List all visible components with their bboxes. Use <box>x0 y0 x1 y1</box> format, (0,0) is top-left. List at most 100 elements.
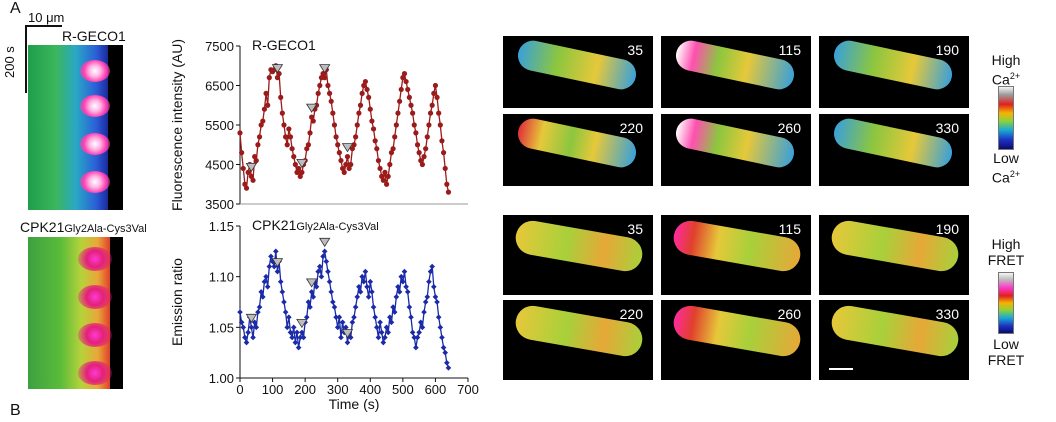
data-point <box>284 324 291 331</box>
data-point <box>346 165 352 172</box>
time-label: 35 <box>627 221 643 237</box>
data-point <box>286 314 292 320</box>
data-point <box>391 309 398 315</box>
data-point <box>359 90 365 96</box>
data-point <box>357 289 364 295</box>
data-point <box>367 278 374 285</box>
panel-scale-bar <box>829 368 853 370</box>
data-point <box>330 299 336 305</box>
x-tick-label: 300 <box>327 382 349 397</box>
data-point <box>411 122 417 128</box>
data-point <box>359 273 365 280</box>
data-point <box>343 161 349 168</box>
legend-fret-low-sub: FRET <box>987 352 1025 368</box>
data-point <box>364 86 370 93</box>
panel-label-b: B <box>10 402 21 419</box>
data-point <box>310 294 317 300</box>
kymograph-cpk-spot-4 <box>78 361 112 385</box>
data-point <box>422 299 429 305</box>
data-point <box>274 268 281 275</box>
data-point <box>352 304 359 310</box>
kymograph-title-cpk-sub: Gly2Ala-Cys3Val <box>64 223 147 235</box>
data-point <box>421 309 427 315</box>
data-point <box>401 268 408 275</box>
data-point <box>369 289 375 295</box>
image-panel-fret-260: 260 <box>661 300 811 380</box>
data-point <box>390 146 396 152</box>
data-point <box>240 165 246 172</box>
data-point <box>437 324 444 331</box>
cell-shape <box>515 37 639 93</box>
data-point <box>380 177 386 183</box>
data-point <box>287 134 294 140</box>
data-point <box>339 319 346 326</box>
data-point <box>250 177 256 183</box>
data-point <box>378 329 385 336</box>
data-point <box>256 134 263 140</box>
data-point <box>414 334 421 341</box>
data-point <box>294 169 300 175</box>
legend-ca-low: Low Ca2+ <box>986 150 1026 186</box>
data-point <box>398 273 405 280</box>
x-tick-label: 500 <box>392 382 414 397</box>
data-point <box>354 122 360 128</box>
chart-cpk: 0 100 200 300 400 500 600 700 Time (s) 1.00 1.05 1.… <box>169 217 479 412</box>
data-point <box>366 94 372 100</box>
data-point <box>419 324 426 331</box>
data-point <box>416 150 422 156</box>
data-point <box>321 248 328 255</box>
data-point <box>328 98 334 104</box>
data-point <box>426 122 432 128</box>
data-point <box>326 278 333 285</box>
legend-fret-low-text: Low <box>993 336 1019 352</box>
data-point <box>383 324 390 331</box>
data-point <box>263 90 269 96</box>
data-point <box>289 146 295 152</box>
data-point <box>304 146 310 152</box>
data-point <box>336 314 343 320</box>
data-point <box>292 161 298 168</box>
data-point <box>434 299 440 305</box>
data-point <box>419 161 425 168</box>
data-point <box>295 344 302 351</box>
data-point <box>351 314 357 320</box>
data-point <box>320 253 326 260</box>
data-point <box>248 173 254 179</box>
y-tick-label: 1.15 <box>209 219 234 234</box>
data-point <box>315 90 321 96</box>
data-point <box>258 122 264 128</box>
data-point <box>390 304 396 310</box>
data-point <box>377 165 383 172</box>
x-axis-label: Time (s) <box>329 396 380 412</box>
data-point <box>372 138 378 144</box>
time-label: 330 <box>935 120 959 136</box>
data-point <box>328 289 334 295</box>
data-point <box>414 142 421 148</box>
data-point <box>385 329 391 336</box>
data-point <box>307 304 313 310</box>
data-point <box>442 349 448 356</box>
data-point <box>266 263 273 270</box>
data-point <box>240 324 247 331</box>
y-tick-label: 1.10 <box>209 270 234 285</box>
data-point <box>256 304 263 310</box>
time-label: 260 <box>777 306 801 322</box>
data-point <box>418 157 424 164</box>
data-point <box>440 344 447 351</box>
kymograph-rgeco-spot-3 <box>80 133 110 155</box>
y-tick-label: 5500 <box>205 118 234 133</box>
data-point <box>307 130 313 136</box>
data-point <box>401 71 408 77</box>
data-point <box>242 181 248 187</box>
kymograph-title-cpk: CPK21Gly2Ala-Cys3Val <box>20 219 147 235</box>
data-point <box>361 82 367 89</box>
data-point <box>308 289 315 295</box>
series-line <box>239 251 450 369</box>
data-point <box>325 268 331 275</box>
legend-ca-high-sup: 2+ <box>1009 71 1021 81</box>
kymograph-rgeco-spot-4 <box>80 171 110 193</box>
time-label: 190 <box>935 221 959 237</box>
data-point <box>281 122 287 128</box>
time-marker <box>296 158 308 169</box>
data-point <box>326 90 333 96</box>
